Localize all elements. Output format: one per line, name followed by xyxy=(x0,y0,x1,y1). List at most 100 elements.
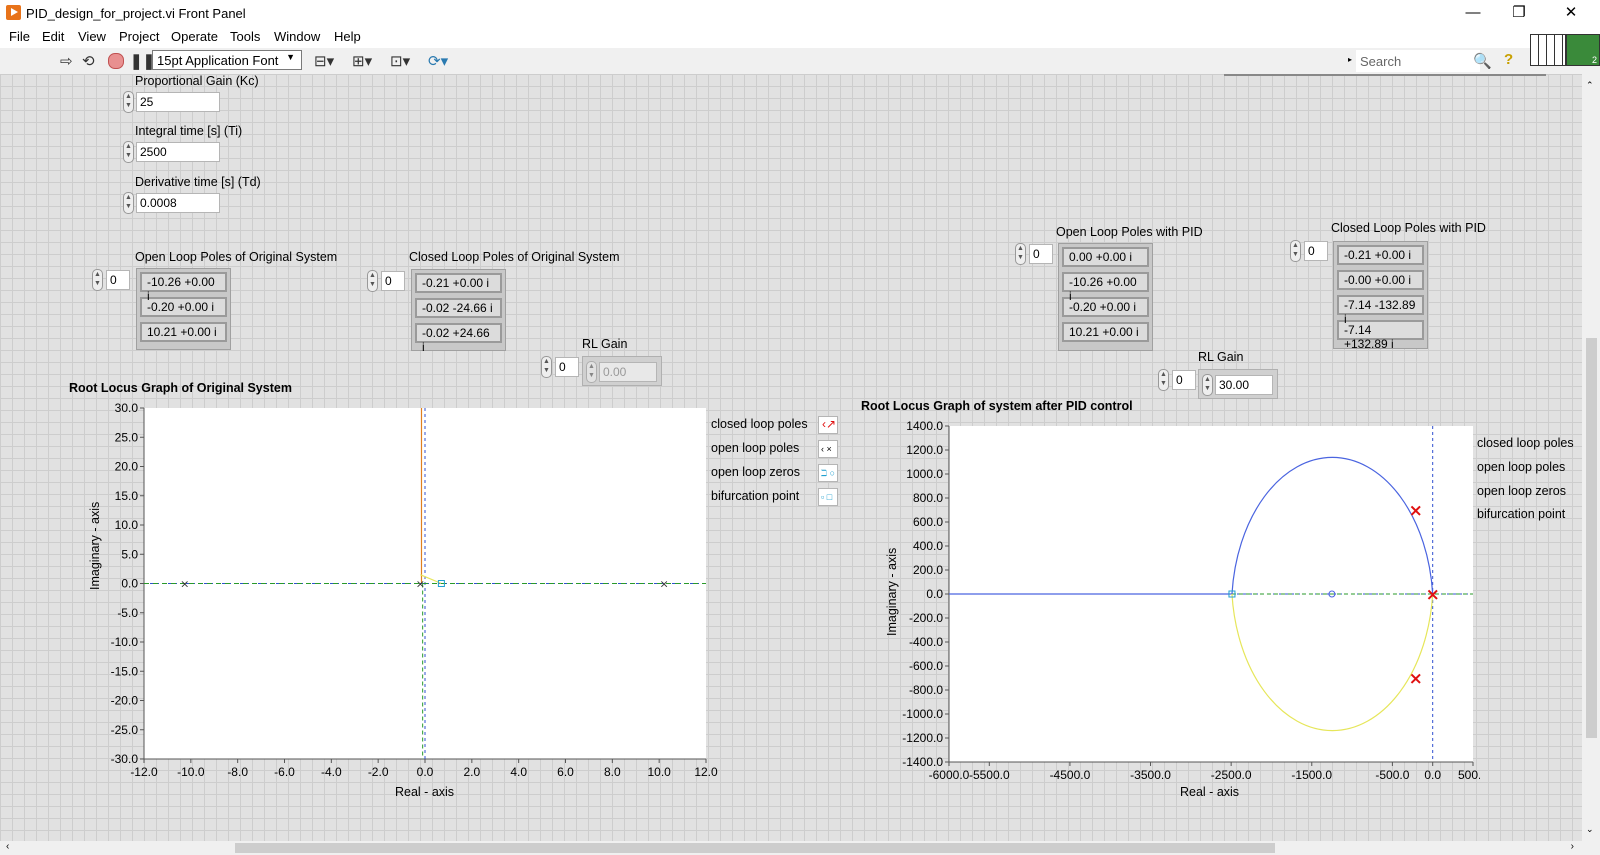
y-tick-label: -20.0 xyxy=(111,694,139,708)
cl-pid-index-spin[interactable]: ▲ ▼ xyxy=(1290,240,1301,262)
menu-operate[interactable]: Operate xyxy=(171,29,218,44)
kc-input[interactable]: 25 xyxy=(136,92,220,112)
y-tick-label: 30.0 xyxy=(115,401,139,415)
root-locus-pid-graph[interactable]: -6000.0 -5500.0 -4500.0 -3500.0 -2500.0 -1500… xyxy=(880,414,1480,804)
closed-loop-poles-swatch[interactable]: ‹↗ xyxy=(818,416,838,434)
menu-view[interactable]: View xyxy=(78,29,106,44)
y-tick-label: -200.0 xyxy=(909,611,943,625)
x-tick-label: 8.0 xyxy=(604,765,621,779)
ol-orig-index[interactable]: 0 xyxy=(106,270,130,290)
ti-label: Integral time [s] (Ti) xyxy=(135,124,243,138)
rl-gain-pid-label: RL Gain xyxy=(1198,350,1244,364)
minimize-button[interactable]: — xyxy=(1465,4,1481,21)
array-element: -7.14 -132.89 i xyxy=(1337,295,1424,326)
ti-increment-icon[interactable]: ▲ ▼ xyxy=(123,141,134,163)
run-continuous-icon[interactable]: ⟲ xyxy=(82,53,95,70)
td-label: Derivative time [s] (Td) xyxy=(135,175,261,189)
ol-pid-index-spin[interactable]: ▲ ▼ xyxy=(1015,243,1026,265)
menu-window[interactable]: Window xyxy=(274,29,321,44)
labview-app-icon xyxy=(6,5,21,20)
graph2-title: Root Locus Graph of system after PID con… xyxy=(861,399,1133,413)
graph1-ylabel: Imaginary - axis xyxy=(88,501,102,590)
td-increment-icon[interactable]: ▲ ▼ xyxy=(123,192,134,214)
array-element: -0.20 +0.00 i xyxy=(1062,297,1149,317)
y-tick-label: -1200.0 xyxy=(902,731,943,745)
x-tick-label: 0.0 xyxy=(417,765,434,779)
y-tick-label: 10.0 xyxy=(115,518,139,532)
resize-icon[interactable]: ⊡▾ xyxy=(390,53,411,70)
cl-orig-index[interactable]: 0 xyxy=(381,271,405,291)
kc-increment-icon[interactable]: ▲ ▼ xyxy=(123,91,134,113)
connector-pane-icon[interactable] xyxy=(1530,34,1566,66)
root-locus-original-graph[interactable]: -12.0 -10.0 -8.0 -6.0 -4.0 -2.0 0.0 2.0 4.0 6.0 8.… xyxy=(100,396,720,801)
y-tick-label: -30.0 xyxy=(111,752,139,766)
cl-pid-index[interactable]: 0 xyxy=(1304,241,1328,261)
scroll-thumb-vertical[interactable] xyxy=(1586,338,1597,738)
ol-orig-index-spin[interactable]: ▲ ▼ xyxy=(92,269,103,291)
distribute-icon[interactable]: ⊞▾ xyxy=(352,53,373,70)
search-input[interactable] xyxy=(1356,50,1480,72)
x-tick-label: 500.0 xyxy=(1458,768,1480,782)
menu-help[interactable]: Help xyxy=(334,29,361,44)
rl-gain-orig-index-spin[interactable]: ▲ ▼ xyxy=(541,356,552,378)
scroll-up-icon[interactable]: ⌃ xyxy=(1586,80,1594,90)
panel-divider xyxy=(1224,74,1546,76)
y-tick-label: -1000.0 xyxy=(902,707,943,721)
align-icon[interactable]: ⊟▾ xyxy=(314,53,335,70)
rl-gain-pid-index-spin[interactable]: ▲ ▼ xyxy=(1158,369,1169,391)
td-input[interactable]: 0.0008 xyxy=(136,193,220,213)
y-tick-label: 0.0 xyxy=(121,577,138,591)
y-tick-label: 0.0 xyxy=(926,587,943,601)
bifurcation-point-swatch[interactable]: ▫ □ xyxy=(818,488,838,506)
run-arrow-icon[interactable]: ⇨ xyxy=(60,53,73,70)
pause-icon[interactable]: ❚❚ xyxy=(130,53,156,70)
abort-icon[interactable] xyxy=(108,53,124,69)
cl-orig-index-spin[interactable]: ▲ ▼ xyxy=(367,270,378,292)
x-tick-label: -10.0 xyxy=(177,765,205,779)
x-tick-label: 6.0 xyxy=(557,765,574,779)
rl-gain-pid-index[interactable]: 0 xyxy=(1172,370,1196,390)
horizontal-scrollbar[interactable]: ‹ › xyxy=(0,841,1600,855)
menu-project[interactable]: Project xyxy=(119,29,160,44)
locus-upper-arc xyxy=(1231,456,1434,595)
restore-button[interactable]: ❐ xyxy=(1512,4,1526,21)
y-tick-label: 400.0 xyxy=(913,539,943,553)
scroll-right-icon[interactable]: › xyxy=(1570,841,1574,852)
array-element: 0.00 +0.00 i xyxy=(1062,247,1149,267)
close-button[interactable]: ✕ xyxy=(1564,4,1578,21)
connector-badge: 2 xyxy=(1591,55,1597,65)
help-icon[interactable]: ? xyxy=(1504,51,1514,68)
reorder-icon[interactable]: ⟳▾ xyxy=(428,53,449,70)
y-tick-label: -1400.0 xyxy=(902,755,943,769)
scroll-down-icon[interactable]: ⌄ xyxy=(1586,824,1594,834)
y-tick-label: 25.0 xyxy=(115,430,139,444)
ol-pid-array: 0.00 +0.00 i -10.26 +0.00 i -0.20 +0.00 … xyxy=(1058,243,1153,351)
rl-gain-pid-input[interactable]: 30.00 xyxy=(1215,375,1273,395)
search-expand-icon[interactable]: ▸ xyxy=(1348,55,1353,64)
ol-orig-label: Open Loop Poles of Original System xyxy=(135,250,338,264)
array-element: -0.20 +0.00 i xyxy=(140,297,227,317)
open-loop-pole-marker: × xyxy=(416,578,425,591)
menu-file[interactable]: File xyxy=(9,29,30,44)
ol-pid-index[interactable]: 0 xyxy=(1029,244,1053,264)
cl-orig-label: Closed Loop Poles of Original System xyxy=(409,250,620,264)
x-tick-label: 0.0 xyxy=(1424,768,1441,782)
menu-tools[interactable]: Tools xyxy=(230,29,261,44)
rl-gain-orig-label: RL Gain xyxy=(582,337,628,351)
array-element: 10.21 +0.00 i xyxy=(1062,322,1149,342)
closed-loop-pole-marker: × xyxy=(1409,669,1423,689)
vi-icon[interactable]: 2 xyxy=(1566,34,1600,66)
rl-gain-orig-index[interactable]: 0 xyxy=(555,357,579,377)
open-loop-poles-swatch[interactable]: ‹ × xyxy=(818,440,838,458)
font-select[interactable]: 15pt Application Font ▼ xyxy=(152,50,302,70)
open-loop-zeros-swatch[interactable]: ℶ ○ xyxy=(818,464,838,482)
rl-gain-pid-spin[interactable]: ▲ ▼ xyxy=(1202,374,1213,396)
search-icon[interactable]: 🔍 xyxy=(1473,53,1492,70)
scroll-thumb-horizontal[interactable] xyxy=(235,843,1275,853)
vertical-scrollbar[interactable]: ⌃ ⌄ xyxy=(1582,74,1600,841)
rl-gain-orig-value: 0.00 xyxy=(599,362,657,382)
ti-input[interactable]: 2500 xyxy=(136,142,220,162)
scroll-left-icon[interactable]: ‹ xyxy=(6,841,10,852)
array-element: -10.26 +0.00 i xyxy=(140,272,227,303)
menu-edit[interactable]: Edit xyxy=(42,29,65,44)
